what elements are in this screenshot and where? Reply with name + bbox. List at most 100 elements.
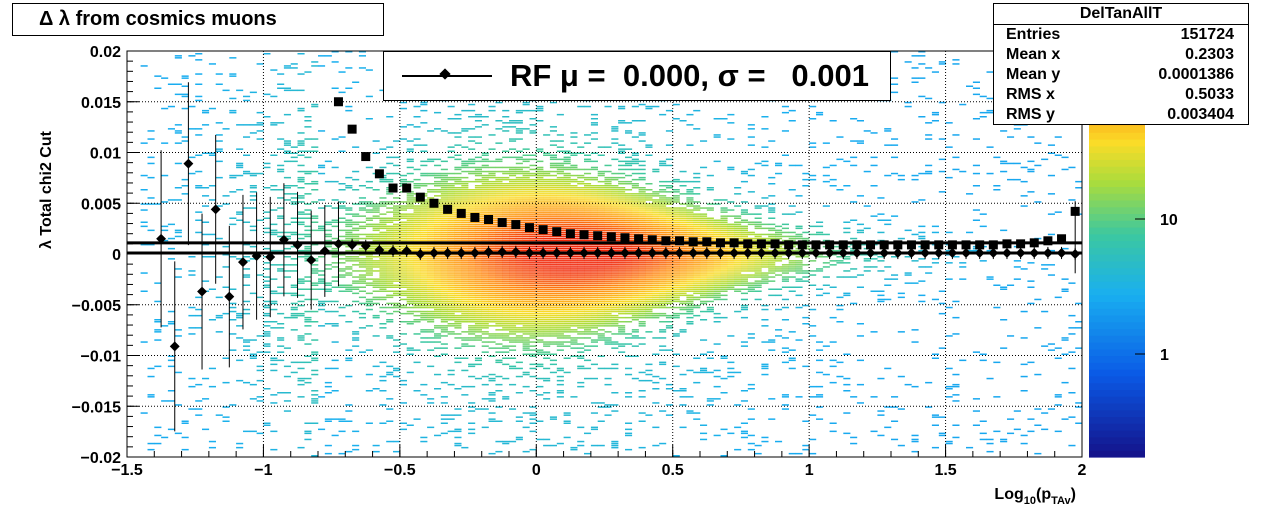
heatmap-cell	[515, 213, 523, 215]
heatmap-cell	[536, 197, 544, 199]
heatmap-cell	[604, 191, 612, 193]
heatmap-cell	[365, 249, 373, 252]
heatmap-cell	[195, 308, 203, 311]
heatmap-cell	[659, 377, 667, 380]
heatmap-cell	[379, 272, 387, 274]
heatmap-cell	[358, 290, 366, 292]
heatmap-cell	[584, 310, 592, 313]
heatmap-cell	[563, 314, 571, 317]
heatmap-cell	[543, 215, 551, 217]
heatmap-cell	[413, 219, 421, 221]
heatmap-cell	[529, 243, 537, 246]
heatmap-cell	[352, 256, 360, 258]
heatmap-cell	[256, 400, 264, 402]
heatmap-cell	[590, 314, 598, 317]
heatmap-cell	[570, 282, 578, 284]
heatmap-cell	[672, 290, 680, 292]
heatmap-cell	[556, 308, 564, 311]
heatmap-cell	[277, 268, 285, 270]
heatmap-cell	[625, 264, 633, 266]
heatmap-cell	[256, 396, 264, 398]
heatmap-cell	[297, 223, 305, 226]
heatmap-cell	[440, 329, 448, 331]
heatmap-cell	[311, 422, 319, 424]
heatmap-cell	[372, 235, 380, 238]
heatmap-cell	[522, 209, 530, 211]
heatmap-cell	[625, 258, 633, 260]
heatmap-cell	[468, 109, 476, 112]
heatmap-cell	[481, 314, 489, 317]
heatmap-cell	[556, 168, 564, 171]
heatmap-cell	[495, 183, 503, 185]
heatmap-cell	[563, 239, 571, 242]
heatmap-cell	[399, 272, 407, 274]
heatmap-cell	[563, 178, 571, 181]
heatmap-cell	[502, 296, 510, 299]
heatmap-cell	[195, 296, 203, 299]
heatmap-cell	[638, 193, 646, 195]
heatmap-cell	[454, 262, 462, 264]
heatmap-cell	[488, 239, 496, 242]
heatmap-cell	[529, 412, 537, 414]
heatmap-cell	[549, 256, 557, 258]
heatmap-cell	[358, 247, 366, 250]
heatmap-cell	[345, 51, 353, 53]
heatmap-cell	[461, 229, 469, 232]
heatmap-cell	[611, 262, 619, 264]
heatmap-cell	[427, 319, 435, 321]
heatmap-cell	[481, 158, 489, 161]
heatmap-cell	[590, 199, 598, 201]
heatmap-cell	[406, 286, 414, 288]
heatmap-cell	[495, 302, 503, 305]
heatmap-cell	[529, 323, 537, 325]
heatmap-cell	[549, 284, 557, 286]
heatmap-cell	[577, 302, 585, 305]
heatmap-cell	[474, 235, 482, 238]
heatmap-cell	[502, 266, 510, 268]
heatmap-cell	[488, 282, 496, 284]
heatmap-cell	[297, 383, 305, 386]
heatmap-cell	[345, 268, 353, 270]
heatmap-cell	[611, 203, 619, 205]
heatmap-cell	[488, 109, 496, 112]
heatmap-cell	[427, 426, 435, 429]
heatmap-cell	[631, 258, 639, 260]
heatmap-cell	[672, 227, 680, 230]
heatmap-cell	[427, 264, 435, 266]
heatmap-cell	[597, 185, 605, 187]
heatmap-cell	[659, 410, 667, 412]
heatmap-cell	[413, 258, 421, 260]
heatmap-cell	[543, 353, 551, 355]
heatmap-cell	[174, 199, 182, 201]
heatmap-cell	[577, 308, 585, 311]
heatmap-cell	[577, 215, 585, 217]
heatmap-cell	[420, 172, 428, 175]
heatmap-cell	[515, 302, 523, 305]
heatmap-cell	[345, 249, 353, 252]
heatmap-cell	[461, 308, 469, 311]
heatmap-cell	[154, 321, 162, 323]
heatmap-cell	[311, 402, 319, 404]
heatmap-cell	[365, 268, 373, 270]
heatmap-cell	[167, 105, 175, 108]
heatmap-cell	[406, 292, 414, 295]
heatmap-cell	[270, 402, 278, 404]
heatmap-cell	[481, 260, 489, 262]
heatmap-cell	[420, 211, 428, 213]
heatmap-cell	[379, 323, 387, 325]
heatmap-cell	[563, 329, 571, 331]
heatmap-cell	[570, 310, 578, 313]
heatmap-cell	[413, 245, 421, 248]
heatmap-cell	[590, 189, 598, 191]
heatmap-cell	[652, 217, 660, 219]
heatmap-cell	[638, 282, 646, 284]
heatmap-cell	[461, 286, 469, 288]
heatmap-cell	[543, 302, 551, 305]
heatmap-cell	[604, 288, 612, 290]
heatmap-cell	[297, 237, 305, 240]
heatmap-cell	[399, 274, 407, 276]
heatmap-cell	[645, 369, 653, 372]
heatmap-cell	[515, 122, 523, 124]
heatmap-cell	[304, 213, 312, 215]
heatmap-cell	[488, 176, 496, 179]
